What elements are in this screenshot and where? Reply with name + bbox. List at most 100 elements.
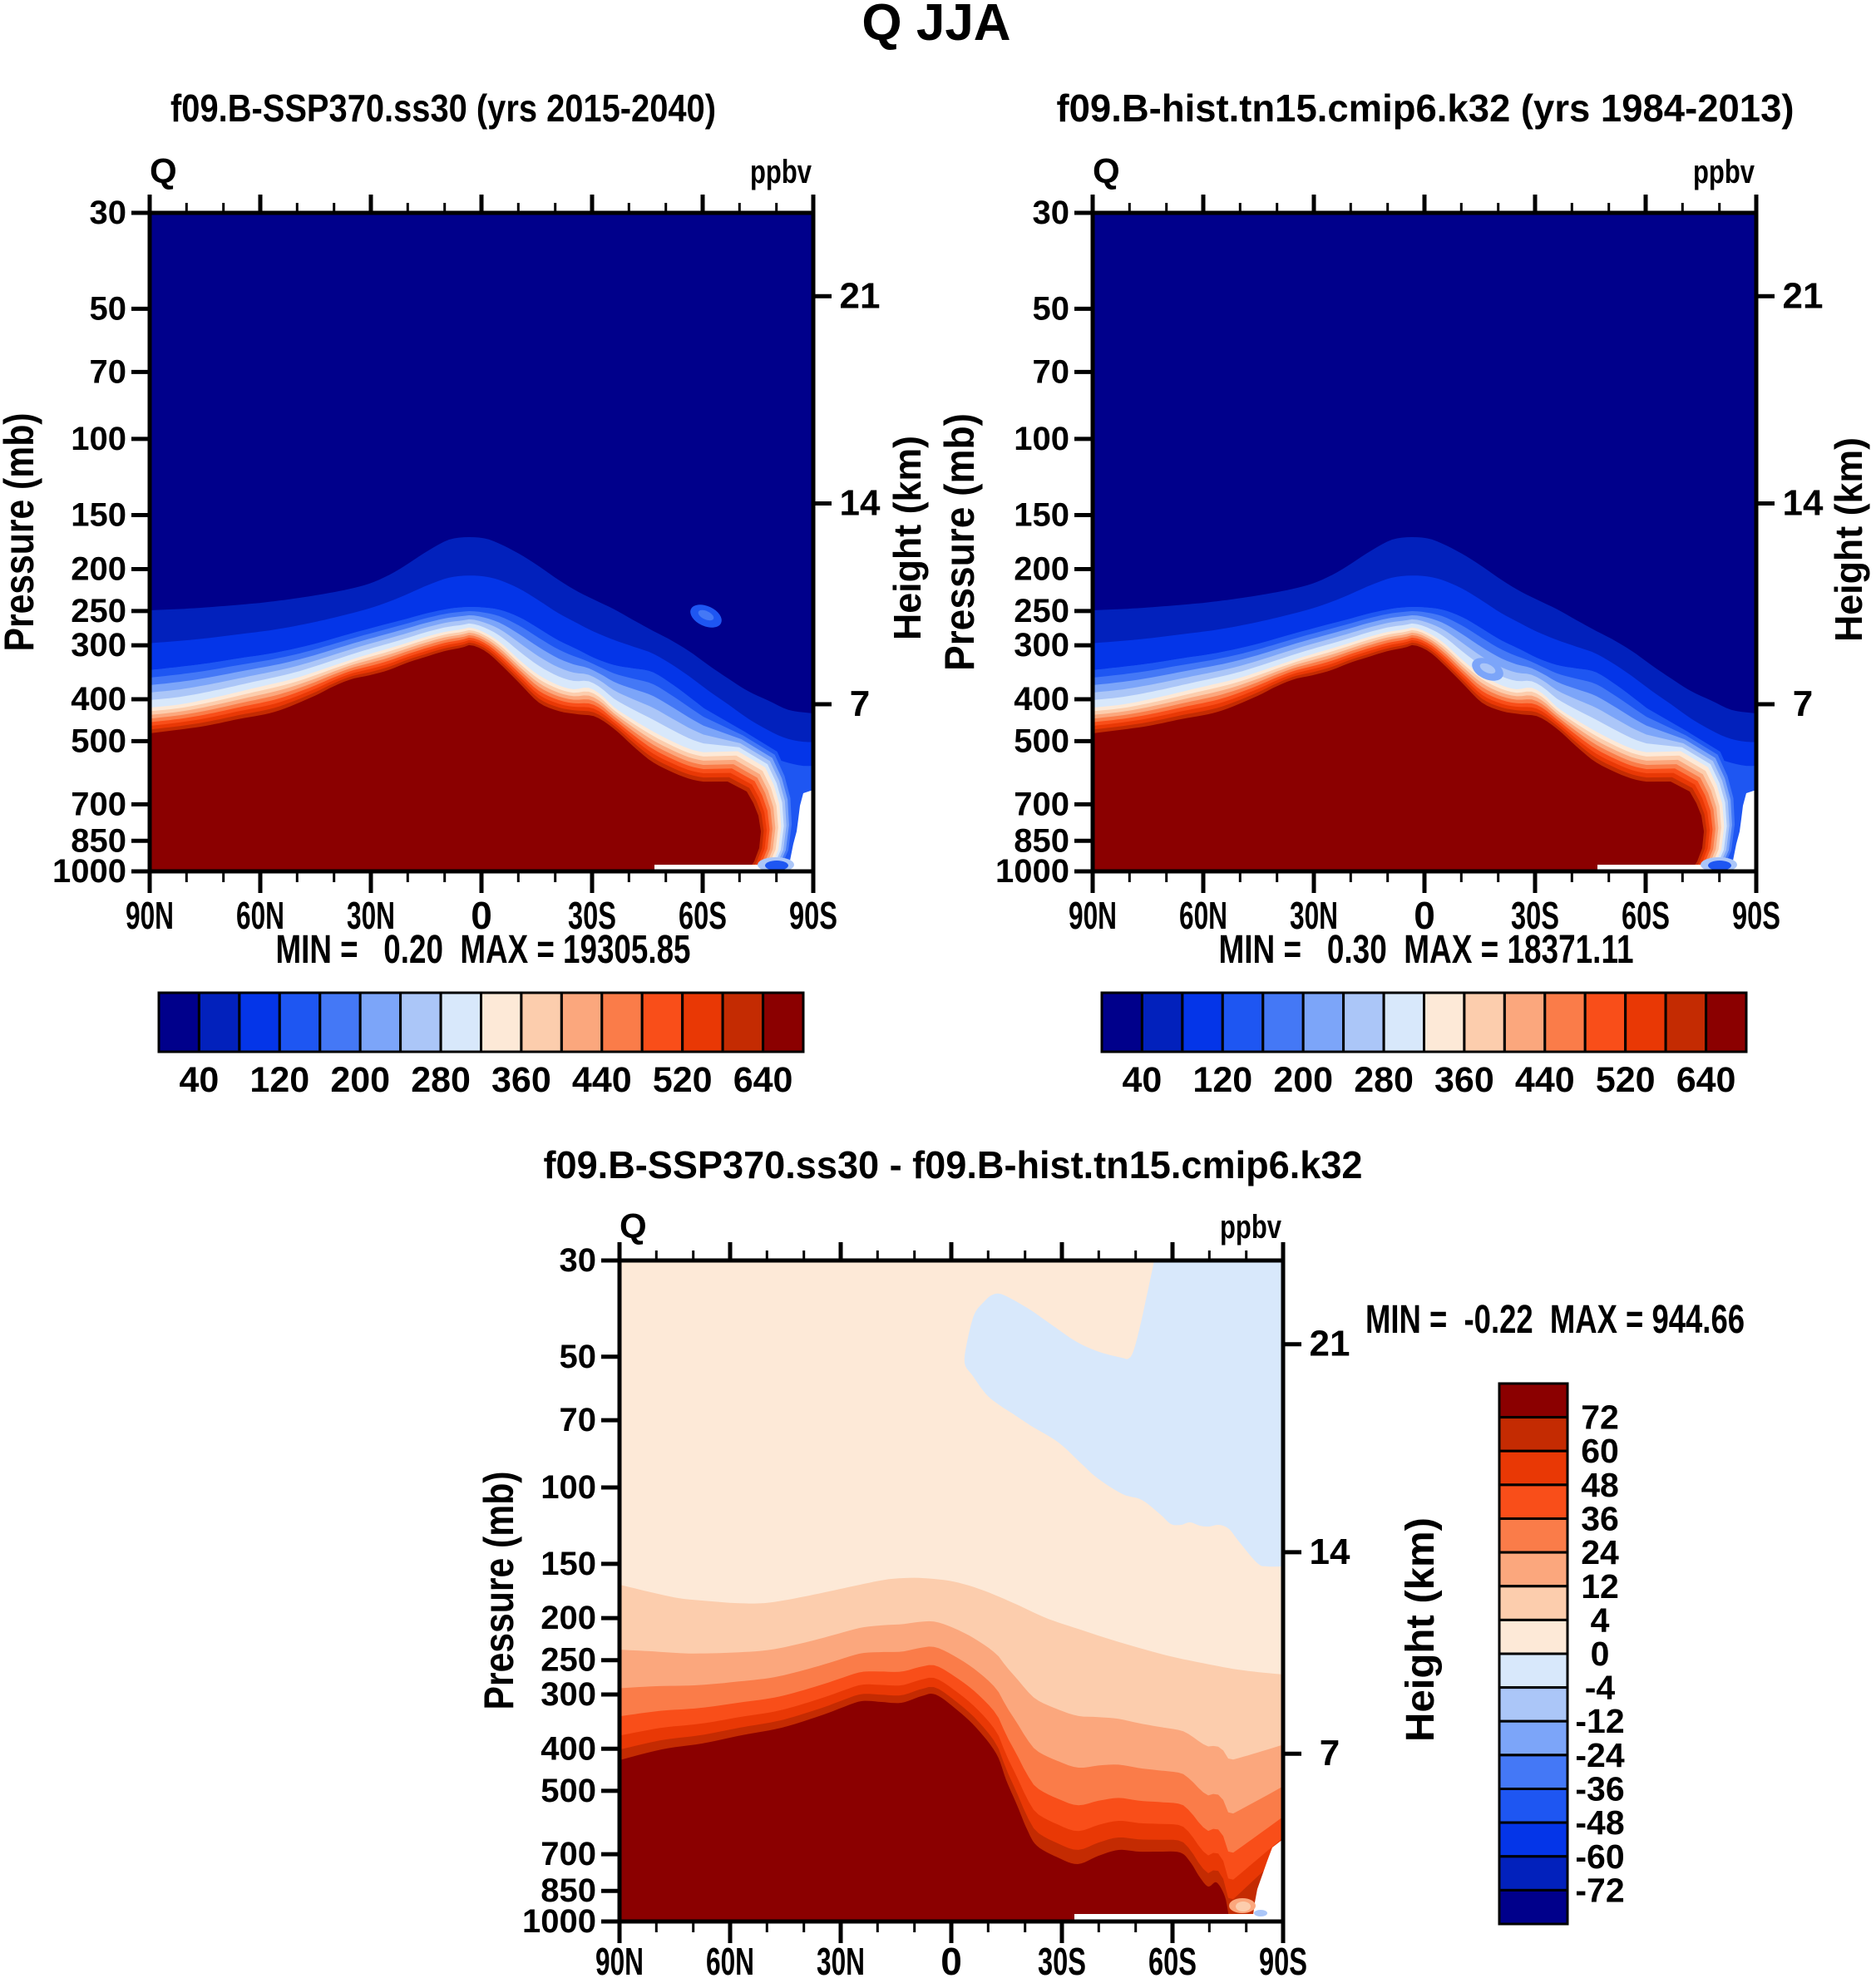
svg-text:300: 300 — [71, 627, 126, 663]
svg-text:50: 50 — [1033, 290, 1070, 327]
svg-text:70: 70 — [560, 1402, 597, 1438]
svg-text:60S: 60S — [679, 894, 727, 937]
svg-text:120: 120 — [249, 1060, 309, 1100]
svg-text:100: 100 — [541, 1469, 596, 1506]
svg-text:Height (km): Height (km) — [886, 436, 929, 640]
svg-text:f09.B-SSP370.ss30 (yrs 2015-20: f09.B-SSP370.ss30 (yrs 2015-2040) — [170, 86, 716, 130]
svg-text:90S: 90S — [1732, 894, 1780, 937]
svg-text:400: 400 — [1014, 681, 1069, 718]
svg-text:30: 30 — [90, 195, 127, 231]
svg-text:30S: 30S — [1038, 1940, 1086, 1983]
svg-text:Q: Q — [620, 1206, 647, 1246]
svg-text:Height (km): Height (km) — [1399, 1517, 1443, 1742]
svg-text:200: 200 — [1273, 1060, 1333, 1100]
svg-text:300: 300 — [1014, 627, 1069, 663]
svg-text:640: 640 — [1676, 1060, 1736, 1100]
svg-text:Pressure (mb): Pressure (mb) — [0, 413, 42, 652]
svg-text:21: 21 — [840, 275, 881, 316]
svg-text:-36: -36 — [1575, 1770, 1624, 1808]
svg-text:30N: 30N — [347, 894, 395, 937]
svg-text:14: 14 — [840, 483, 881, 524]
svg-text:60S: 60S — [1622, 894, 1670, 937]
svg-text:700: 700 — [71, 786, 126, 822]
svg-text:850: 850 — [1014, 822, 1069, 859]
svg-text:0: 0 — [471, 894, 492, 937]
svg-text:250: 250 — [541, 1642, 596, 1679]
svg-text:50: 50 — [560, 1339, 597, 1375]
svg-text:-60: -60 — [1575, 1837, 1624, 1876]
svg-text:30: 30 — [560, 1242, 597, 1279]
svg-text:30N: 30N — [1290, 894, 1338, 937]
svg-text:400: 400 — [71, 681, 126, 718]
svg-text:-48: -48 — [1575, 1803, 1624, 1842]
svg-text:f09.B-hist.tn15.cmip6.k32 (yrs: f09.B-hist.tn15.cmip6.k32 (yrs 1984-2013… — [1057, 86, 1795, 130]
svg-text:12: 12 — [1581, 1567, 1619, 1606]
svg-text:f09.B-SSP370.ss30 - f09.B-hist: f09.B-SSP370.ss30 - f09.B-hist.tn15.cmip… — [544, 1143, 1363, 1186]
svg-text:14: 14 — [1310, 1532, 1350, 1572]
svg-text:50: 50 — [90, 290, 127, 327]
svg-text:30N: 30N — [817, 1940, 865, 1983]
svg-text:1000: 1000 — [522, 1903, 596, 1940]
svg-text:7: 7 — [1793, 683, 1813, 724]
svg-text:90N: 90N — [595, 1940, 644, 1983]
svg-text:-24: -24 — [1575, 1736, 1624, 1774]
svg-text:ppbv: ppbv — [750, 154, 812, 190]
svg-text:90S: 90S — [789, 894, 837, 937]
svg-text:200: 200 — [541, 1600, 596, 1636]
svg-text:-12: -12 — [1575, 1702, 1624, 1740]
svg-text:Q JJA: Q JJA — [861, 0, 1010, 52]
svg-text:21: 21 — [1310, 1324, 1350, 1364]
svg-text:7: 7 — [850, 683, 870, 724]
svg-text:60: 60 — [1581, 1432, 1619, 1470]
svg-text:60N: 60N — [706, 1940, 754, 1983]
svg-text:-4: -4 — [1585, 1669, 1616, 1707]
svg-text:850: 850 — [541, 1872, 596, 1909]
svg-text:1000: 1000 — [995, 853, 1069, 890]
svg-text:60N: 60N — [236, 894, 284, 937]
svg-text:500: 500 — [1014, 723, 1069, 759]
svg-text:30S: 30S — [568, 894, 616, 937]
svg-text:500: 500 — [541, 1773, 596, 1809]
svg-text:200: 200 — [71, 551, 126, 588]
svg-text:60N: 60N — [1179, 894, 1227, 937]
svg-text:Q: Q — [1093, 151, 1120, 190]
svg-text:280: 280 — [1354, 1060, 1414, 1100]
svg-text:7: 7 — [1320, 1733, 1340, 1773]
svg-text:700: 700 — [541, 1836, 596, 1872]
svg-text:250: 250 — [1014, 593, 1069, 629]
svg-text:850: 850 — [71, 822, 126, 859]
svg-text:30: 30 — [1033, 195, 1070, 231]
svg-text:Q: Q — [150, 151, 177, 190]
svg-text:700: 700 — [1014, 786, 1069, 822]
svg-text:70: 70 — [90, 353, 127, 390]
svg-text:ppbv: ppbv — [1220, 1209, 1282, 1246]
svg-text:21: 21 — [1783, 275, 1824, 316]
svg-text:Pressure (mb): Pressure (mb) — [936, 413, 983, 671]
svg-text:30S: 30S — [1511, 894, 1559, 937]
svg-text:90S: 90S — [1259, 1940, 1307, 1983]
svg-text:200: 200 — [330, 1060, 390, 1100]
svg-text:4: 4 — [1591, 1601, 1610, 1639]
svg-text:360: 360 — [491, 1060, 551, 1100]
svg-text:300: 300 — [541, 1676, 596, 1713]
svg-text:60S: 60S — [1148, 1940, 1197, 1983]
svg-text:Pressure (mb): Pressure (mb) — [476, 1472, 522, 1710]
svg-text:14: 14 — [1783, 483, 1824, 524]
svg-text:40: 40 — [1122, 1060, 1162, 1100]
svg-text:100: 100 — [71, 421, 126, 457]
svg-text:24: 24 — [1581, 1533, 1619, 1571]
svg-text:440: 440 — [1515, 1060, 1575, 1100]
svg-text:MIN = -0.22 MAX = 944.66: MIN = -0.22 MAX = 944.66 — [1365, 1298, 1745, 1342]
svg-text:400: 400 — [541, 1730, 596, 1767]
svg-text:200: 200 — [1014, 551, 1069, 588]
svg-text:100: 100 — [1014, 421, 1069, 457]
svg-text:280: 280 — [411, 1060, 471, 1100]
svg-text:250: 250 — [71, 593, 126, 629]
svg-text:70: 70 — [1033, 353, 1070, 390]
svg-text:MIN = 0.20 MAX = 19305.85: MIN = 0.20 MAX = 19305.85 — [276, 928, 691, 972]
svg-text:640: 640 — [733, 1060, 793, 1100]
svg-text:520: 520 — [1596, 1060, 1656, 1100]
svg-text:36: 36 — [1581, 1500, 1619, 1538]
svg-text:1000: 1000 — [52, 853, 126, 890]
svg-text:0: 0 — [1414, 894, 1435, 937]
